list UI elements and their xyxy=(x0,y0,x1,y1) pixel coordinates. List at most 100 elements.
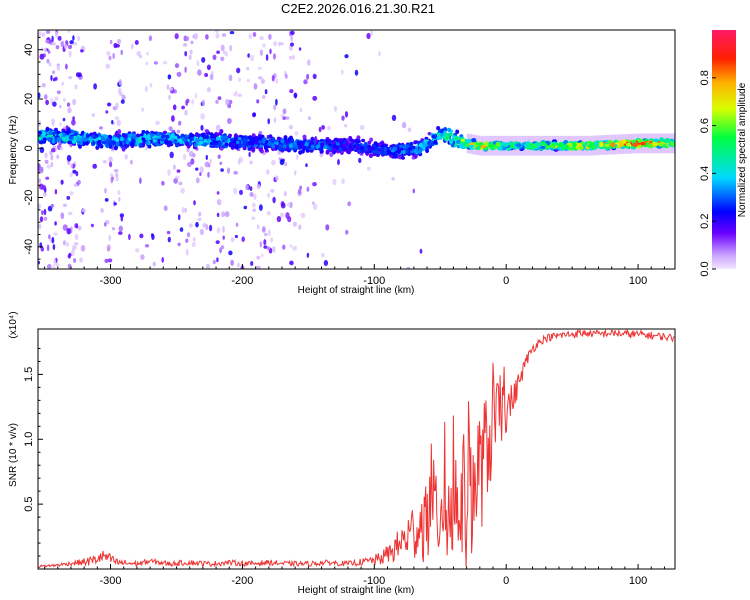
noise-point xyxy=(45,99,49,106)
ridge-point xyxy=(414,140,419,144)
noise-point xyxy=(136,50,142,57)
ridge-point xyxy=(310,144,315,150)
noise-point xyxy=(70,163,73,168)
ridge-point xyxy=(136,133,141,138)
noise-point xyxy=(184,66,187,73)
noise-point xyxy=(220,245,225,250)
ridge-point xyxy=(328,143,333,147)
noise-point xyxy=(256,255,261,260)
noise-point xyxy=(287,216,292,223)
noise-point xyxy=(187,161,192,168)
noise-point xyxy=(100,208,104,213)
noise-point xyxy=(168,126,173,132)
noise-point xyxy=(209,224,213,232)
noise-point xyxy=(62,224,68,231)
ridge-point xyxy=(115,141,120,147)
noise-point xyxy=(190,158,195,165)
noise-point xyxy=(263,245,268,249)
noise-point xyxy=(41,184,46,191)
noise-point xyxy=(238,158,241,165)
noise-point xyxy=(39,53,45,60)
noise-point xyxy=(289,244,293,248)
ridge-point xyxy=(367,140,372,145)
ridge-point xyxy=(150,133,155,137)
noise-point xyxy=(252,32,257,37)
noise-point xyxy=(205,154,208,161)
noise-point xyxy=(326,125,331,131)
ridge-point xyxy=(436,126,441,131)
noise-point xyxy=(54,31,59,38)
noise-point xyxy=(235,222,239,227)
noise-point xyxy=(261,95,266,99)
ridge-point xyxy=(571,142,577,148)
noise-point xyxy=(370,30,373,36)
noise-point xyxy=(99,126,103,130)
noise-point xyxy=(220,56,225,62)
ridge-point xyxy=(371,146,375,151)
ridge-point xyxy=(210,134,215,138)
ridge-point xyxy=(283,135,288,140)
ridge-point xyxy=(323,145,328,150)
noise-point xyxy=(124,154,128,160)
noise-point xyxy=(229,30,235,35)
noise-point xyxy=(312,182,317,187)
noise-point xyxy=(275,175,279,181)
ridge-point xyxy=(145,141,150,145)
noise-point xyxy=(58,122,62,127)
noise-point xyxy=(180,187,185,194)
noise-point xyxy=(113,202,117,206)
noise-point xyxy=(217,154,221,159)
noise-point xyxy=(112,52,116,60)
ridge-point xyxy=(346,147,351,153)
noise-point xyxy=(197,69,202,76)
noise-point xyxy=(229,44,233,52)
noise-point xyxy=(38,203,41,210)
ridge-point xyxy=(524,143,530,147)
ridge-point xyxy=(454,136,459,141)
noise-point xyxy=(56,154,60,159)
snr-y-axis-label: SNR (10 * v/v) xyxy=(8,423,19,487)
ridge-point xyxy=(497,146,503,151)
noise-point xyxy=(256,224,260,230)
noise-point xyxy=(266,169,270,175)
noise-point xyxy=(308,116,311,121)
noise-point xyxy=(359,125,365,130)
noise-point xyxy=(253,193,257,200)
ridge-point xyxy=(386,149,391,156)
noise-point xyxy=(131,43,134,50)
noise-point xyxy=(66,154,72,162)
ridge-point xyxy=(137,138,142,143)
noise-point xyxy=(323,260,329,266)
noise-point xyxy=(235,90,238,97)
noise-point xyxy=(347,201,352,207)
spectrogram-frame xyxy=(37,29,676,270)
noise-point xyxy=(245,184,249,190)
ridge-point xyxy=(214,141,219,145)
noise-point xyxy=(391,177,395,181)
ridge-point xyxy=(535,142,541,147)
noise-point xyxy=(138,54,143,59)
noise-point xyxy=(248,33,252,40)
noise-point xyxy=(44,94,48,100)
noise-point xyxy=(161,256,164,263)
noise-point xyxy=(366,32,371,40)
noise-point xyxy=(419,248,423,254)
noise-point xyxy=(202,223,207,228)
ridge-point xyxy=(402,144,407,150)
noise-point xyxy=(262,43,266,48)
noise-point xyxy=(104,198,109,202)
ridge-point xyxy=(437,135,442,140)
snr-x-axis-label: Height of straight line (km) xyxy=(298,585,415,596)
noise-point xyxy=(38,31,42,37)
noise-point xyxy=(67,211,73,216)
ridge-point xyxy=(480,144,487,149)
noise-point xyxy=(80,49,84,53)
ridge-point xyxy=(563,144,569,150)
ridge-point xyxy=(173,139,178,143)
noise-point xyxy=(290,42,294,47)
noise-point xyxy=(148,35,152,42)
noise-point xyxy=(285,73,288,79)
ridge-point xyxy=(431,134,436,139)
noise-point xyxy=(64,43,67,50)
noise-point xyxy=(47,50,51,54)
